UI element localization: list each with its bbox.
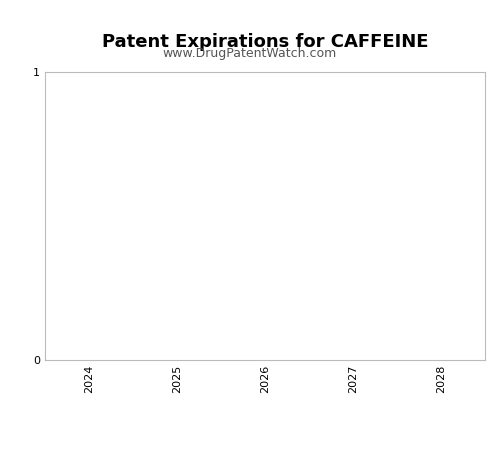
Title: Patent Expirations for CAFFEINE: Patent Expirations for CAFFEINE: [102, 33, 428, 51]
Text: www.DrugPatentWatch.com: www.DrugPatentWatch.com: [163, 47, 337, 60]
